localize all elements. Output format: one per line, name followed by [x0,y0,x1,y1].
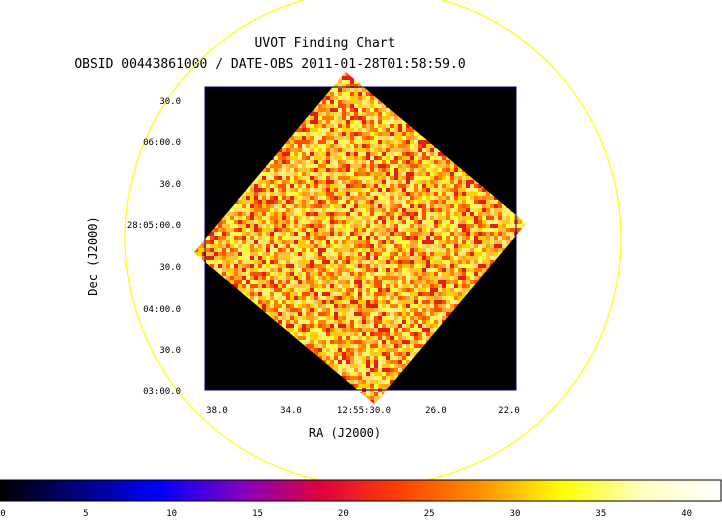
y-tick-label: 30.0 [159,180,181,190]
colorbar-tick-label: 5 [83,509,88,519]
x-tick-label: 38.0 [206,406,228,416]
x-tick-label: 22.0 [498,406,520,416]
colorbar: 0 5 10 15 20 25 30 35 40 [0,479,722,519]
chart-subtitle: OBSID 00443861000 / DATE-OBS 2011-01-28T… [74,57,465,72]
x-tick-labels: 38.0 34.0 12:55:30.0 26.0 22.0 [206,406,520,416]
colorbar-tick-label: 15 [252,509,263,519]
y-tick-label: 06:00.0 [143,138,181,148]
colorbar-tick-label: 35 [595,509,606,519]
x-axis-label: RA (J2000) [309,426,381,440]
x-tick-label: 12:55:30.0 [337,406,391,416]
image-panel [193,71,527,405]
y-tick-label: 28:05:00.0 [127,221,181,231]
chart-title: UVOT Finding Chart [255,36,396,51]
colorbar-tick-label: 30 [510,509,521,519]
y-tick-label: 30.0 [159,263,181,273]
colorbar-tick-label: 20 [338,509,349,519]
colorbar-gradient [0,479,722,502]
colorbar-tick-label: 40 [681,509,692,519]
y-tick-label: 04:00.0 [143,305,181,315]
y-tick-label: 03:00.0 [143,387,181,397]
colorbar-tick-label: 10 [166,509,177,519]
y-axis-label: Dec (J2000) [86,216,100,295]
y-tick-label: 30.0 [159,346,181,356]
x-tick-label: 34.0 [280,406,302,416]
y-tick-labels: 30.0 06:00.0 30.0 28:05:00.0 30.0 04:00.0 30.0… [127,97,181,397]
y-tick-label: 30.0 [159,97,181,107]
colorbar-tick-label: 0 [0,509,5,519]
x-tick-label: 26.0 [425,406,447,416]
colorbar-tick-label: 25 [424,509,435,519]
image-frame [204,86,517,391]
